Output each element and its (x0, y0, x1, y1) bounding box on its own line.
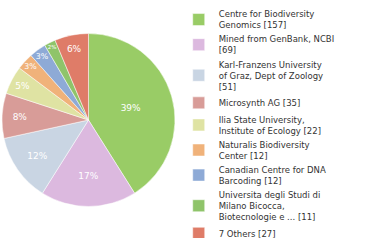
svg-text:7 Others [27]: 7 Others [27] (219, 229, 276, 238)
svg-text:Mined from GenBank, NCBI[69]: Mined from GenBank, NCBI[69] (219, 34, 334, 55)
svg-text:3%: 3% (24, 62, 37, 71)
svg-text:Canadian Centre for DNABarcodi: Canadian Centre for DNABarcoding [12] (219, 165, 326, 186)
svg-text:12%: 12% (27, 151, 47, 161)
svg-text:5%: 5% (15, 81, 30, 91)
svg-text:Microsynth AG [35]: Microsynth AG [35] (219, 98, 301, 108)
svg-text:39%: 39% (121, 103, 141, 113)
svg-text:Naturalis BiodiversityCenter [: Naturalis BiodiversityCenter [12] (219, 140, 310, 161)
svg-text:8%: 8% (13, 112, 28, 122)
svg-text:6%: 6% (67, 44, 82, 54)
svg-text:3%: 3% (36, 52, 49, 61)
svg-text:Karl-Franzens Universityof Gra: Karl-Franzens Universityof Graz, Dept of… (219, 60, 323, 92)
svg-text:2%: 2% (48, 44, 57, 50)
svg-text:Ilia State University,Institut: Ilia State University,Institute of Ecolo… (219, 115, 321, 136)
svg-text:Universita degli Studi diMilan: Universita degli Studi diMilano Bicocca,… (219, 190, 321, 222)
svg-text:Centre for BiodiversityGenomic: Centre for BiodiversityGenomics [157] (219, 9, 315, 30)
svg-text:17%: 17% (78, 171, 98, 181)
